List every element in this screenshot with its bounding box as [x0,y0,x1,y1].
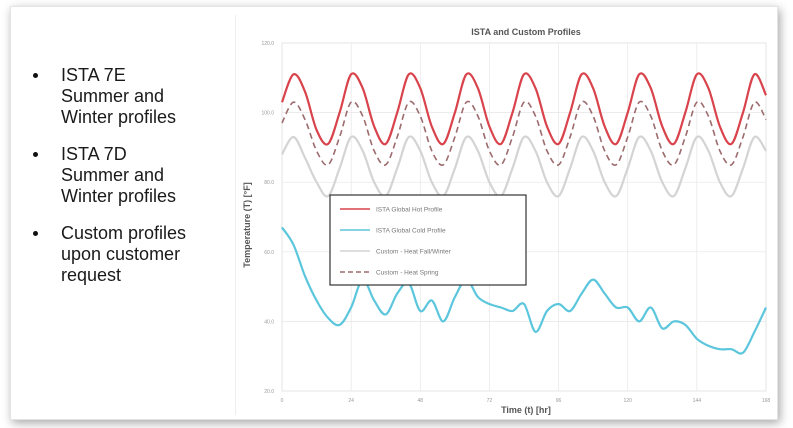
x-tick-label: 48 [418,398,424,404]
x-tick-label: 72 [487,398,493,404]
x-tick-label: 120 [624,398,633,404]
legend-label: Custom - Heat Spring [376,270,439,277]
bullet-text: ISTA 7D Summer and Winter profiles [61,144,177,206]
bullet-dot-icon [33,231,38,236]
x-tick-label: 24 [348,398,354,404]
bullet-item: ISTA 7E Summer and Winter profiles [29,65,229,128]
y-tick-label: 80.0 [264,180,274,186]
x-tick-label: 144 [693,398,702,404]
bullet-list: ISTA 7E Summer and Winter profiles ISTA … [29,65,229,302]
x-tick-label: 96 [556,398,562,404]
legend: ISTA Global Hot Profile ISTA Global Cold … [329,194,527,286]
bullet-item: ISTA 7D Summer and Winter profiles [29,144,229,207]
y-tick-label: 120.0 [261,41,274,47]
bullet-dot-icon [33,152,38,157]
x-axis-label: Time (t) [hr] [501,405,551,415]
x-tick-label: 168 [762,398,771,404]
series-line-0 [280,72,768,146]
y-tick-label: 60.0 [264,250,274,256]
chart-title: ISTA and Custom Profiles [471,27,581,37]
bullet-item: Custom profiles upon customer request [29,223,229,286]
bullet-text: ISTA 7E Summer and Winter profiles [61,65,177,127]
y-tick-label: 40.0 [264,319,274,325]
line-chart: ISTA and Custom Profiles Time (t) [hr] T… [242,27,771,415]
series-line-3 [281,100,767,166]
legend-box [329,194,527,286]
y-tick-label: 100.0 [261,111,274,117]
x-tick-label: 0 [281,398,284,404]
legend-label: ISTA Global Cold Profile [376,228,446,235]
series-line-2 [281,135,767,198]
slide: ISTA 7E Summer and Winter profiles ISTA … [10,6,778,420]
legend-label: Custom - Heat Fall/Winter [376,249,452,256]
y-tick-label: 20.0 [264,389,274,395]
legend-label: ISTA Global Hot Profile [376,207,443,214]
chart-panel: ISTA and Custom Profiles Time (t) [hr] T… [235,15,776,415]
bullet-text: Custom profiles upon customer request [61,223,187,285]
y-axis-label: Temperature (T) [°F] [242,182,252,267]
bullet-dot-icon [33,73,38,78]
